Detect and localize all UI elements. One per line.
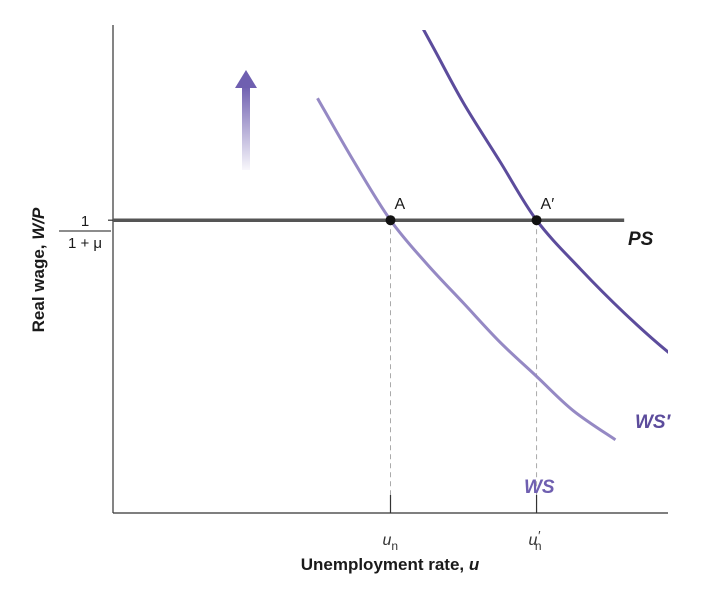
y-tick-denominator: 1 + μ (68, 235, 102, 252)
y-axis-title-text: Real wage, (29, 240, 48, 333)
series-ws (316, 97, 617, 442)
point-a (385, 215, 396, 226)
x-tick-label-2: u′ n (529, 528, 542, 553)
y-tick-label: 1 1 + μ (59, 213, 111, 252)
x-tick-label-1: un (383, 532, 399, 553)
series-label-ws-prime: WS′ (635, 412, 672, 433)
series-label-ps: PS (628, 229, 654, 250)
point-a-prime (531, 215, 542, 226)
point-label-a-prime: A′ (541, 196, 555, 213)
series-ws-prime (422, 30, 668, 354)
x-axis-title-text: Unemployment rate, (301, 555, 469, 574)
y-tick-numerator: 1 (81, 213, 89, 230)
point-label-a: A (395, 196, 406, 213)
x-axis-title-var: u (469, 555, 480, 574)
series-label-ws: WS (524, 477, 555, 498)
y-axis-title-var: W/P (29, 207, 48, 240)
shift-arrow (235, 70, 257, 170)
x-axis-title: Unemployment rate, u (301, 555, 480, 574)
y-axis-title: Real wage, W/P (29, 207, 48, 332)
